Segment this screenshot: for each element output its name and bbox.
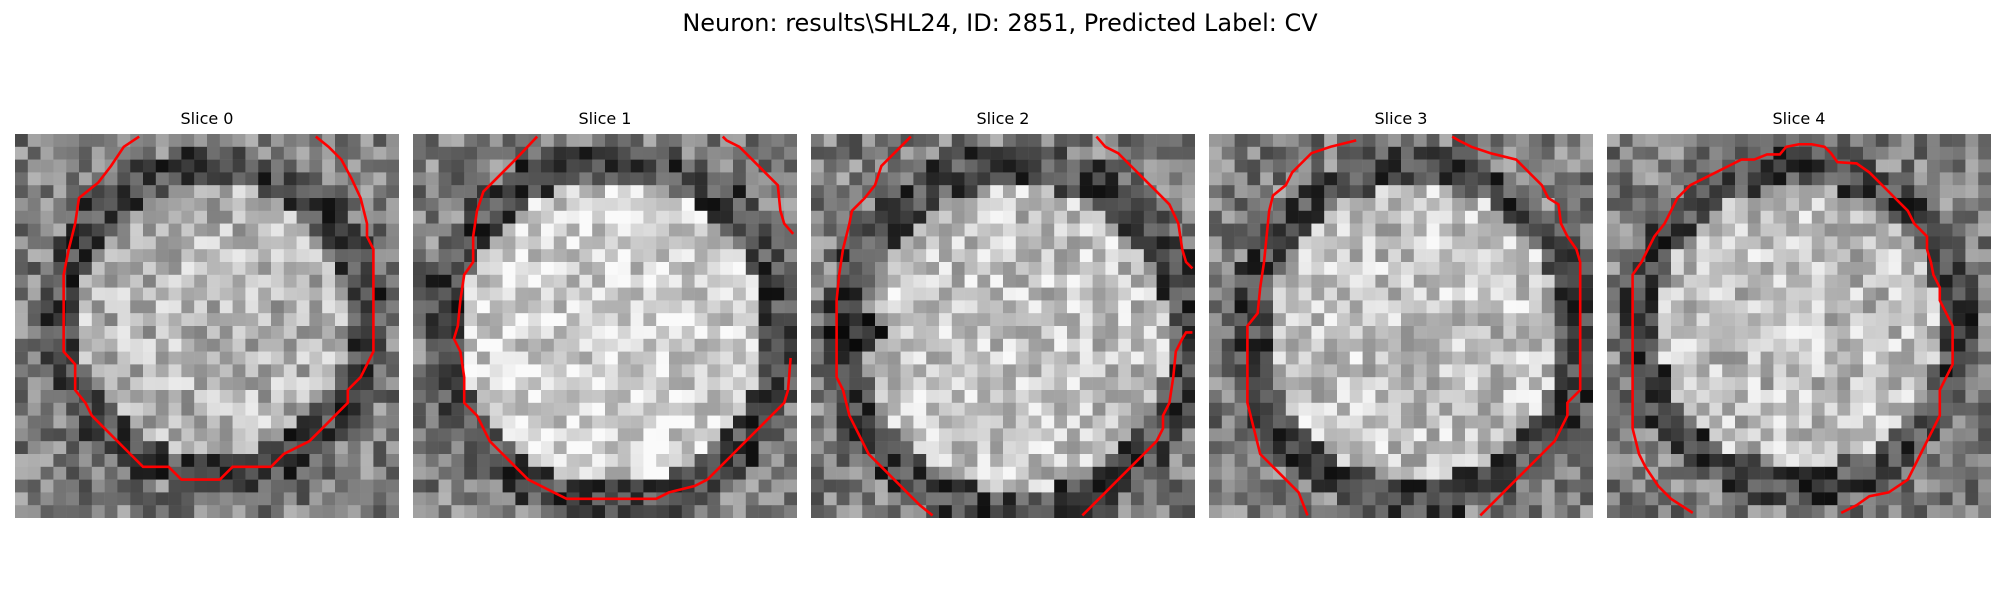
- slice-image-3: [1209, 134, 1593, 518]
- slice-image-4: [1607, 134, 1991, 518]
- slice-image-1: [413, 134, 797, 518]
- contour-line-3: [1247, 137, 1580, 516]
- slice-image-0: [15, 134, 399, 518]
- slice-panel-1: Slice 1: [413, 108, 797, 518]
- figure-title: Neuron: results\SHL24, ID: 2851, Predict…: [682, 9, 1318, 37]
- slice-pixel-grid-0: [15, 134, 399, 518]
- slice-title-2: Slice 2: [976, 109, 1030, 128]
- slice-title-1: Slice 1: [578, 109, 632, 128]
- slice-panel-2: Slice 2: [811, 108, 1195, 518]
- slice-title-0: Slice 0: [180, 109, 234, 128]
- slice-image-2: [811, 134, 1195, 518]
- slice-title-4: Slice 4: [1772, 109, 1826, 128]
- slice-pixel-grid-4: [1607, 134, 1991, 518]
- slice-pixel-grid-3: [1209, 134, 1593, 518]
- contour-line-4: [1633, 144, 1953, 513]
- slice-title-3: Slice 3: [1374, 109, 1428, 128]
- contour-line-1: [454, 137, 793, 499]
- slice-pixel-grid-1: [413, 134, 797, 518]
- slice-panel-0: Slice 0: [15, 108, 399, 518]
- slice-pixel-grid-2: [811, 134, 1195, 518]
- contour-line-2: [837, 137, 1193, 516]
- contour-line-0: [64, 137, 374, 480]
- slice-panel-3: Slice 3: [1209, 108, 1593, 518]
- slice-panel-4: Slice 4: [1607, 108, 1991, 518]
